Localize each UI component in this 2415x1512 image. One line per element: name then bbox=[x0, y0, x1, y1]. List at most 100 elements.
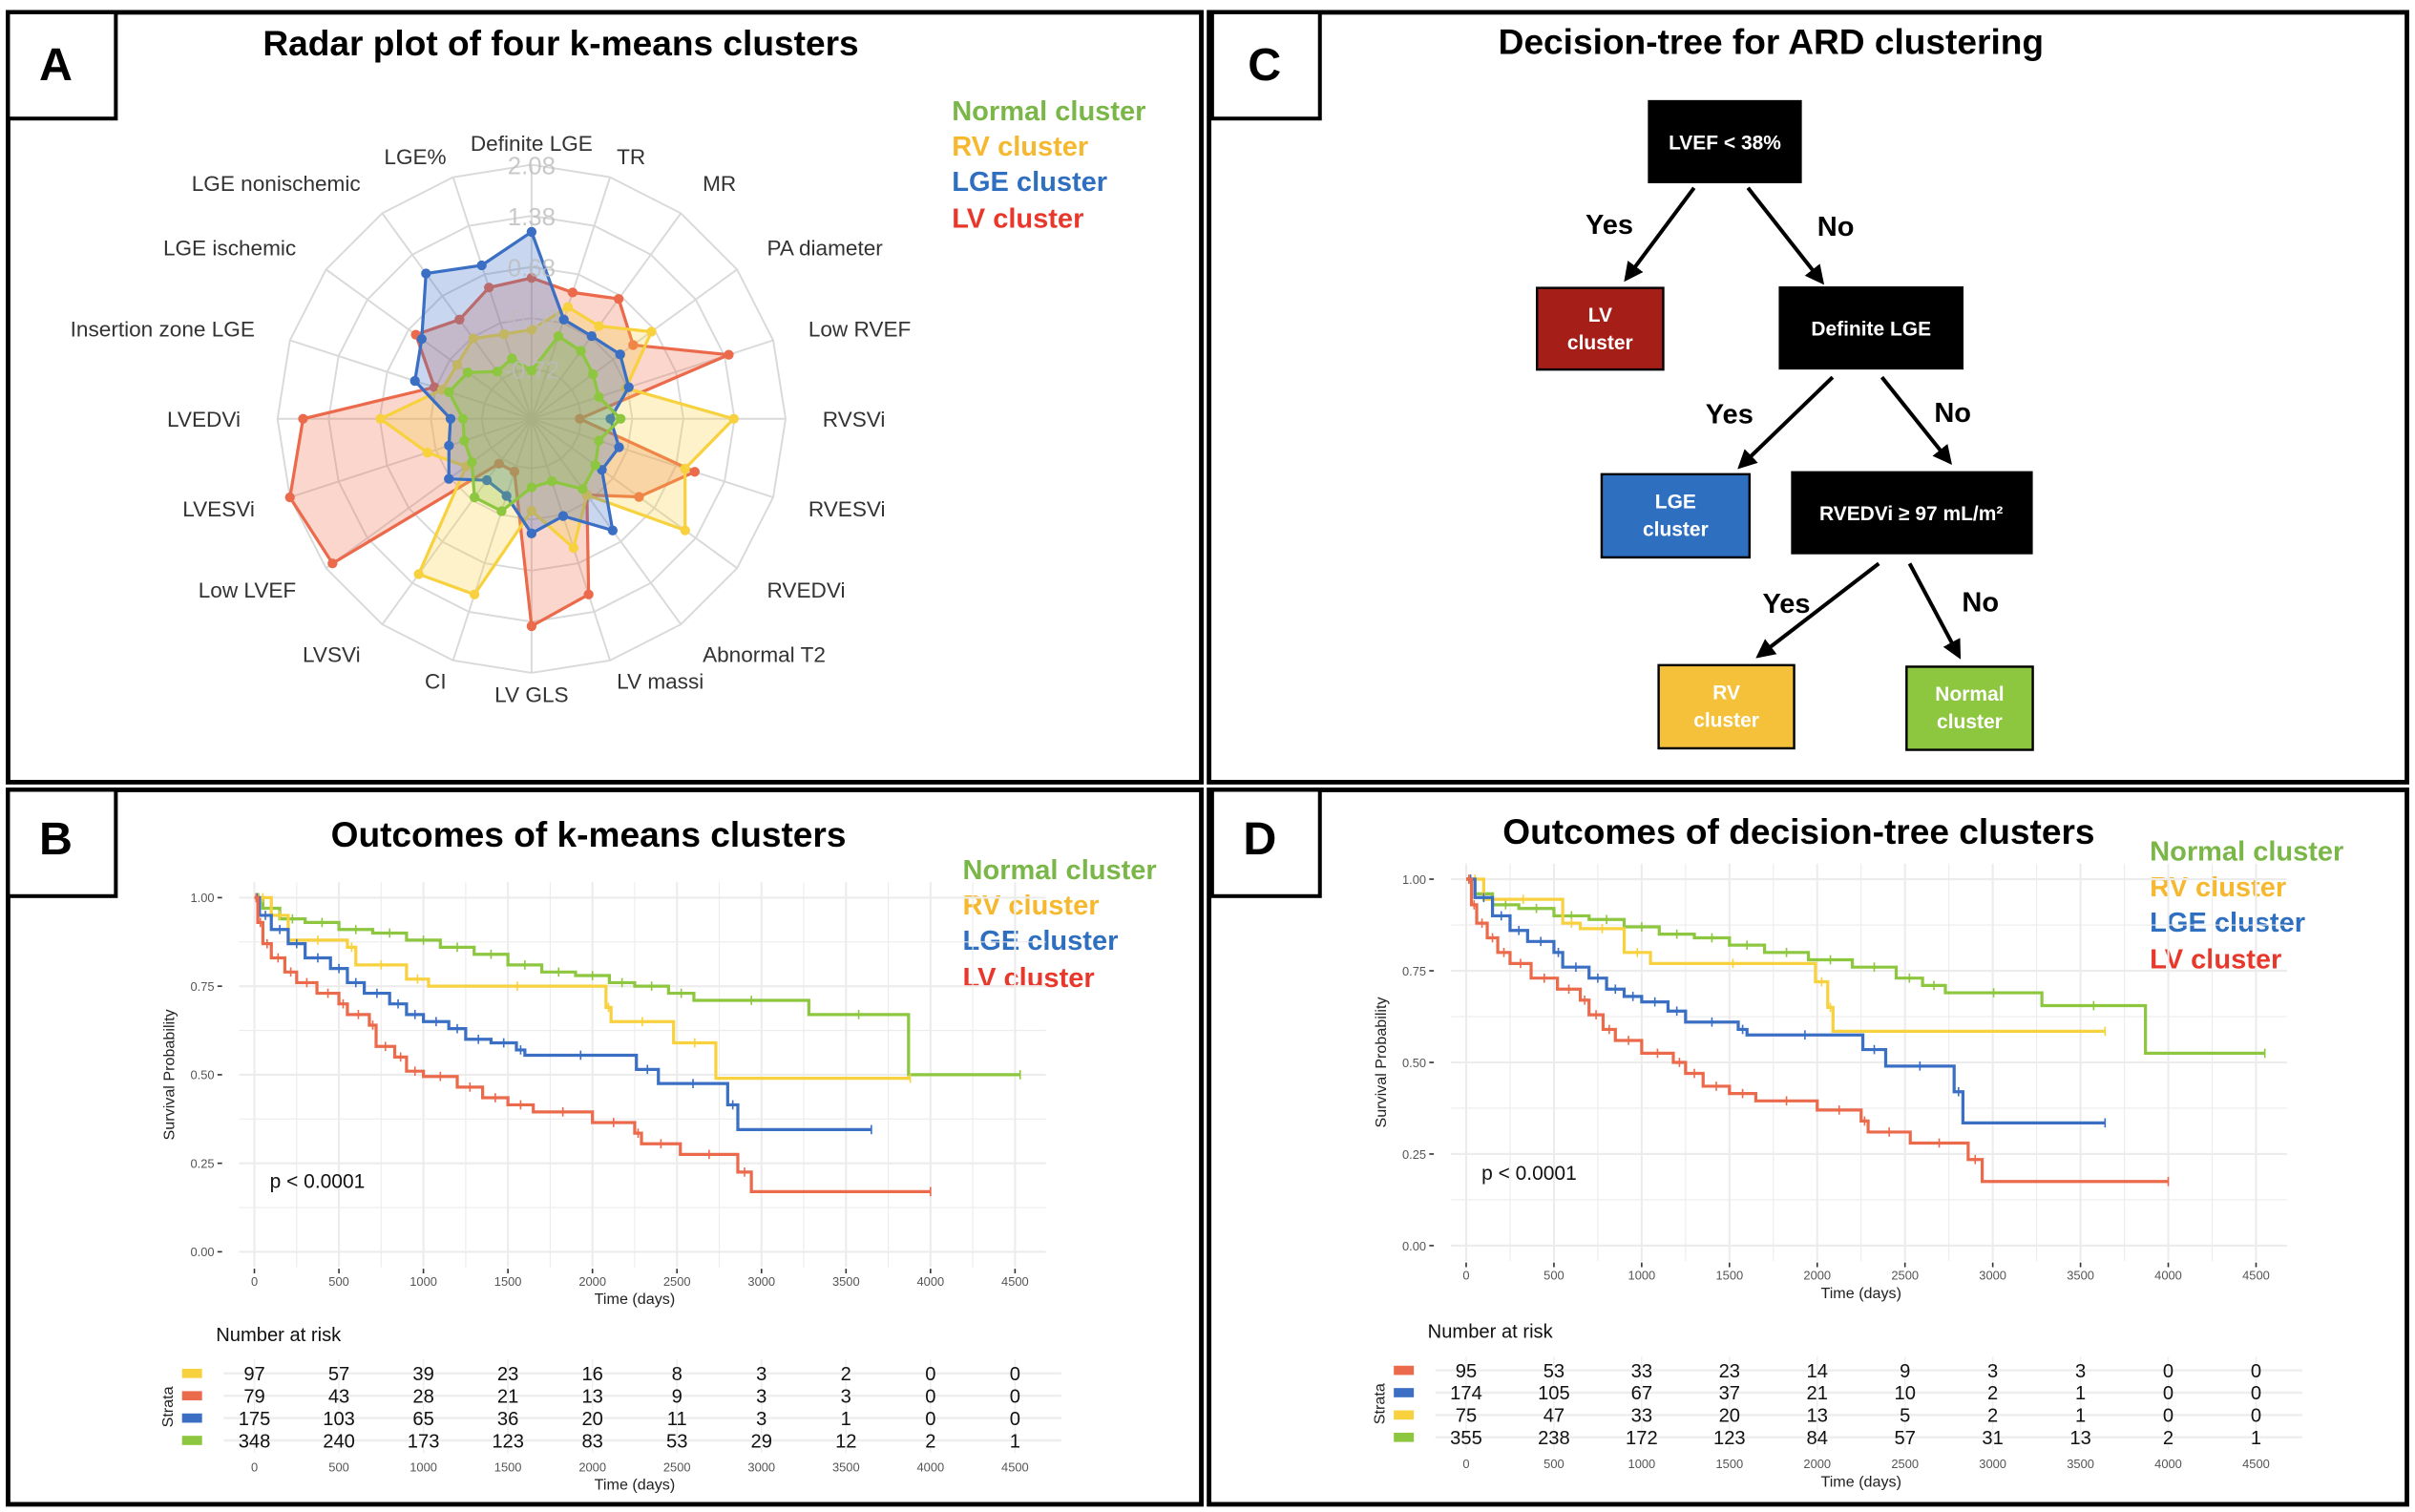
strata-swatch bbox=[181, 1436, 202, 1445]
node-lge-cluster: LGE cluster bbox=[1600, 472, 1751, 559]
x-tick-label: 1000 bbox=[410, 1274, 437, 1289]
decision-tree: LVEF < 38% Yes No LV cluster Definite LG… bbox=[1535, 99, 2034, 751]
x-tick-label: 3000 bbox=[1979, 1268, 2006, 1282]
risk-count: 3 bbox=[756, 1386, 766, 1407]
legend-item: Normal cluster bbox=[952, 96, 1145, 127]
radar-chart: 2.08 1.38 0.68 -0.02 -0.72 Definite LGE TR MR PA… bbox=[71, 132, 912, 706]
risk-count: 33 bbox=[1631, 1406, 1652, 1427]
radar-spoke bbox=[530, 418, 612, 662]
strata-swatch bbox=[181, 1368, 202, 1378]
risk-count: 0 bbox=[2163, 1361, 2174, 1382]
risk-count: 3 bbox=[756, 1409, 766, 1430]
risk-count: 0 bbox=[1010, 1409, 1020, 1430]
risk-count: 11 bbox=[667, 1409, 687, 1430]
risk-count: 47 bbox=[1544, 1406, 1564, 1427]
panel-a-title: Radar plot of four k-means clusters bbox=[262, 23, 858, 63]
survival-curve bbox=[254, 895, 1020, 1077]
yes-label: Yes bbox=[1762, 589, 1810, 620]
radar-spoke bbox=[531, 417, 738, 569]
radar-point bbox=[422, 448, 432, 458]
panel-c-title: Decision-tree for ARD clustering bbox=[1499, 21, 2044, 61]
radar-point bbox=[501, 491, 512, 501]
legend-a: Normal cluster RV cluster LGE cluster LV cl… bbox=[952, 96, 1145, 235]
y-tick-label: 0.25 bbox=[190, 1156, 214, 1170]
legend-item: LV cluster bbox=[952, 204, 1083, 235]
risk-count: 105 bbox=[1538, 1383, 1570, 1404]
radar-point bbox=[452, 359, 463, 370]
y-tick-label: 1.00 bbox=[190, 891, 214, 905]
y-tick-label: 0.00 bbox=[1402, 1239, 1426, 1253]
panel-label-d: D bbox=[1243, 813, 1276, 865]
risk-count: 0 bbox=[2251, 1361, 2261, 1382]
radar-point bbox=[444, 387, 454, 397]
radar-axis-label: Abnormal T2 bbox=[703, 642, 826, 666]
risk-count: 240 bbox=[323, 1431, 355, 1452]
radar-point bbox=[469, 589, 480, 599]
risk-count: 33 bbox=[1631, 1361, 1652, 1382]
radar-point bbox=[680, 463, 690, 474]
risk-count: 95 bbox=[1456, 1361, 1477, 1382]
radar-point bbox=[467, 456, 477, 468]
radar-axis-label: RVESVi bbox=[808, 497, 886, 521]
radar-point bbox=[492, 367, 503, 377]
x-tick-label: 2500 bbox=[1891, 1268, 1919, 1282]
radar-point bbox=[568, 542, 578, 554]
risk-count: 8 bbox=[672, 1364, 682, 1385]
radar-axis-label: LGE nonischemic bbox=[192, 172, 361, 196]
radar-point bbox=[588, 368, 598, 380]
risk-count: 123 bbox=[492, 1431, 524, 1452]
radar-point bbox=[484, 283, 494, 293]
risk-count: 0 bbox=[1010, 1364, 1020, 1385]
risk-count: 1 bbox=[1010, 1431, 1020, 1452]
survival-curve bbox=[254, 895, 931, 1193]
risk-count: 2 bbox=[2163, 1428, 2174, 1449]
radar-axis-label: LGE% bbox=[384, 145, 446, 169]
radar-point bbox=[616, 413, 626, 424]
x-tick-label: 4000 bbox=[916, 1274, 944, 1289]
svg-text:RVEDVi ≥ 97 mL/m²: RVEDVi ≥ 97 mL/m² bbox=[1819, 503, 2003, 525]
panel-b-title: Outcomes of k-means clusters bbox=[331, 814, 847, 854]
risk-count: 175 bbox=[239, 1409, 271, 1430]
risk-count: 238 bbox=[1538, 1428, 1570, 1449]
risk-count: 348 bbox=[239, 1431, 271, 1452]
lv-cluster-label: LV cluster bbox=[1566, 302, 1633, 354]
radar-spoke bbox=[531, 418, 682, 625]
radar-ring-label: 1.38 bbox=[508, 204, 556, 231]
radar-point bbox=[628, 340, 639, 350]
risk-x-tick-label: 4000 bbox=[916, 1460, 944, 1474]
risk-count: 39 bbox=[412, 1364, 433, 1385]
risk-count: 79 bbox=[243, 1386, 264, 1407]
panel-a: A Radar plot of four k-means clusters bbox=[6, 10, 1204, 785]
radar-point bbox=[567, 287, 578, 298]
rv-cluster-label: RV cluster bbox=[1693, 680, 1759, 732]
radar-point bbox=[634, 492, 644, 502]
legend-item: RV cluster bbox=[963, 891, 1100, 921]
radar-point bbox=[526, 325, 537, 335]
radar-point bbox=[578, 484, 588, 494]
risk-count: 0 bbox=[925, 1386, 935, 1407]
radar-point bbox=[496, 506, 507, 516]
risk-x-tick-label: 1500 bbox=[494, 1460, 522, 1474]
y-tick-label: 0.25 bbox=[1402, 1147, 1426, 1162]
x-tick-label: 3000 bbox=[747, 1274, 775, 1289]
x-tick-label: 2500 bbox=[663, 1274, 691, 1289]
radar-point bbox=[507, 353, 517, 364]
risk-count: 36 bbox=[497, 1409, 518, 1430]
legend-item: LGE cluster bbox=[2150, 908, 2305, 938]
radar-point bbox=[526, 482, 537, 493]
risk-count: 23 bbox=[1719, 1361, 1740, 1382]
risk-count: 0 bbox=[925, 1364, 935, 1385]
risk-count: 13 bbox=[581, 1386, 602, 1407]
risk-x-tick-label: 3500 bbox=[832, 1460, 860, 1474]
risk-count: 9 bbox=[672, 1386, 682, 1407]
arrow-yes bbox=[1624, 186, 1696, 283]
legend-item: RV cluster bbox=[952, 132, 1088, 162]
radar-point bbox=[444, 440, 454, 452]
radar-point bbox=[605, 413, 616, 424]
radar-point bbox=[494, 458, 504, 469]
node-definite-lge: Definite LGE bbox=[1778, 286, 1964, 370]
x-axis-label: Time (days) bbox=[1820, 1285, 1901, 1302]
risk-count: 13 bbox=[2069, 1428, 2090, 1449]
radar-point bbox=[590, 460, 600, 471]
